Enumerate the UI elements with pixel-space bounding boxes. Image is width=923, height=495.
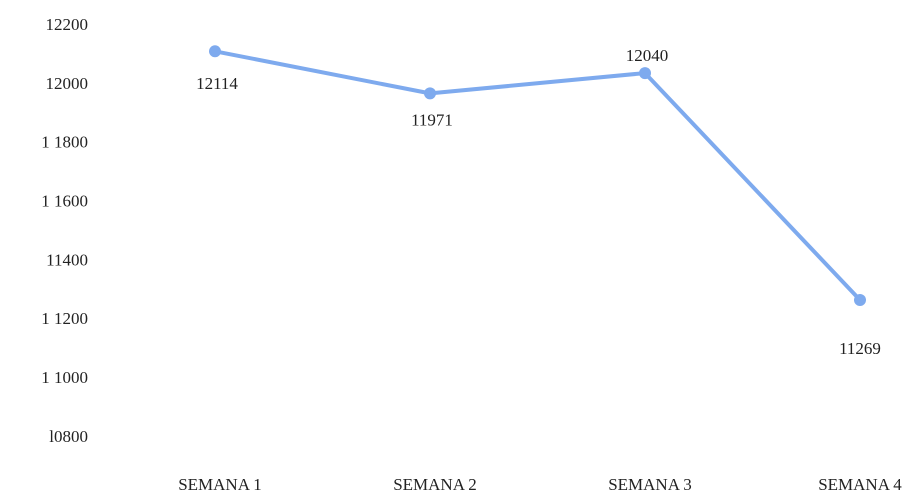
y-tick-label: 1 1600 — [41, 191, 88, 210]
x-tick-label: SEMANA 3 — [608, 475, 692, 494]
point — [209, 45, 221, 58]
data-label: 11971 — [411, 110, 453, 129]
point — [424, 87, 436, 100]
y-tick-label: 11400 — [46, 250, 88, 269]
data-label: 12040 — [626, 46, 669, 65]
y-tick-label: 12000 — [46, 74, 89, 93]
y-tick-label: 1 1000 — [41, 368, 88, 387]
point — [639, 67, 651, 80]
y-tick-label: 1 1800 — [41, 133, 88, 152]
line — [214, 49, 862, 302]
y-tick-label: 12200 — [46, 15, 89, 34]
data-label: 12114 — [196, 74, 238, 93]
data-label: 11269 — [839, 339, 881, 358]
x-tick-label: SEMANA 4 — [818, 475, 902, 494]
y-tick-label: 1 1200 — [41, 309, 88, 328]
x-tick-label: SEMANA 1 — [178, 475, 262, 494]
y-tick-label: l0800 — [49, 427, 88, 446]
point — [854, 293, 866, 306]
x-tick-label: SEMANA 2 — [393, 475, 477, 494]
